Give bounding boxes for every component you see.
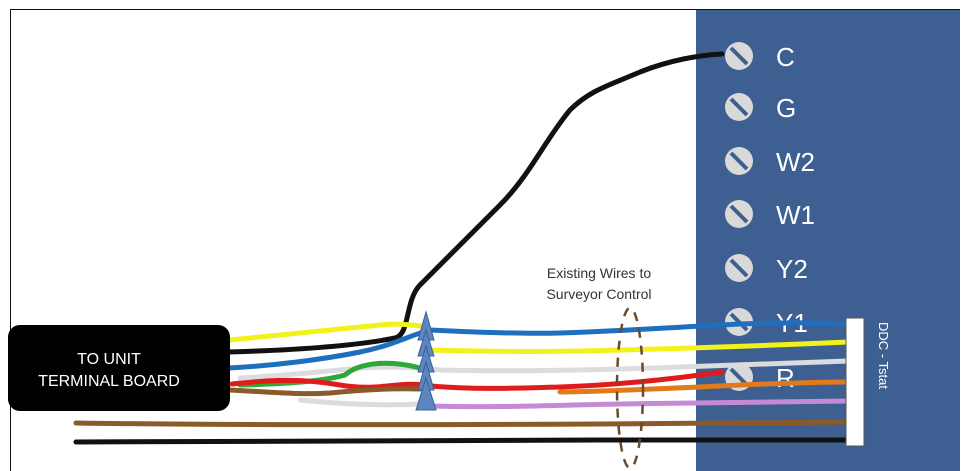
- wire-brown: [73, 419, 851, 428]
- screw-slot: [729, 46, 749, 66]
- terminal-label: Y2: [776, 254, 808, 284]
- ddc-tstat-connector: [845, 317, 865, 447]
- wire-blue: [225, 320, 851, 371]
- terminal-c: C: [725, 42, 795, 72]
- unit-terminal-board-box: [8, 325, 230, 411]
- unit-box-line2: TERMINAL BOARD: [38, 373, 180, 390]
- wire-nut-icon: [415, 376, 437, 411]
- wire-nuts: [415, 310, 437, 411]
- screw-slot: [729, 204, 749, 224]
- wire-black-to-c: [225, 51, 725, 355]
- thermostat-terminal-block: [696, 10, 960, 471]
- ddc-tstat-label: DDC - Tstat: [876, 322, 891, 389]
- annotation-line1: Existing Wires to: [547, 265, 651, 281]
- terminal-label: W2: [776, 147, 815, 177]
- wire-yellow-lead: [227, 321, 425, 343]
- terminal-g: G: [725, 93, 796, 123]
- wire-green: [237, 360, 423, 388]
- terminal-w2: W2: [725, 147, 815, 177]
- wire-red: [229, 369, 725, 391]
- wire-orange: [557, 379, 851, 395]
- wire-white: [237, 358, 851, 381]
- wire-brown-lead: [227, 386, 423, 397]
- wire-black: [73, 437, 851, 445]
- terminal-label: C: [776, 42, 795, 72]
- existing-wires-dashed-ellipse: [615, 306, 645, 470]
- unit-box-line1: TO UNIT: [77, 351, 141, 368]
- screw-slot: [729, 258, 749, 278]
- screw-slot: [729, 97, 749, 117]
- wire-purple: [427, 398, 851, 410]
- wire-yellow: [427, 339, 851, 354]
- wire-grey-lead: [297, 397, 423, 408]
- terminal-y2: Y2: [725, 254, 808, 284]
- terminal-label: G: [776, 93, 796, 123]
- terminal-label: W1: [776, 200, 815, 230]
- annotation-line2: Surveyor Control: [546, 286, 651, 302]
- terminal-w1: W1: [725, 200, 815, 230]
- terminal-label: R: [776, 363, 795, 393]
- screw-slot: [729, 151, 749, 171]
